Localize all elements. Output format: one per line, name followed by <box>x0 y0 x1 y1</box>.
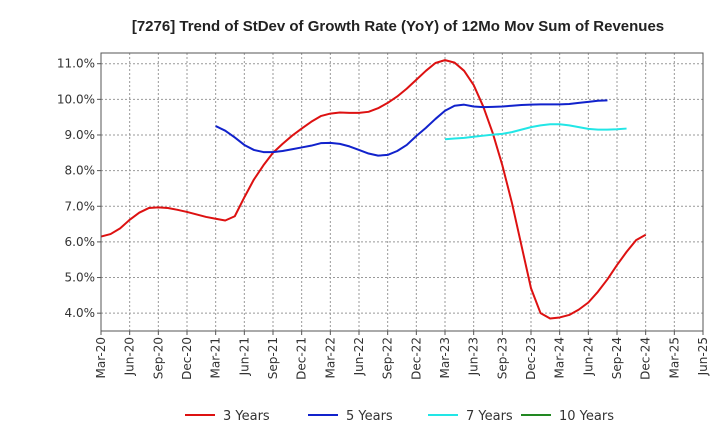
legend-label: 5 Years <box>346 409 393 424</box>
plot-frame <box>100 52 704 332</box>
y-tick-label: 8.0% <box>65 164 96 178</box>
y-tick-label: 7.0% <box>65 199 96 213</box>
series-line-5-years <box>215 99 608 157</box>
x-tick-label: Sep-22 <box>381 337 395 379</box>
x-tick-label: Dec-24 <box>639 337 653 380</box>
x-tick-label: Mar-24 <box>553 337 567 378</box>
x-tick-label: Jun-24 <box>581 337 595 376</box>
x-tick-label: Jun-25 <box>696 337 710 376</box>
x-tick-label: Sep-20 <box>151 337 165 379</box>
legend: 3 Years 5 Years 7 Years 10 Years <box>185 409 614 424</box>
y-tick-label: 10.0% <box>57 92 95 106</box>
x-tick-label: Mar-21 <box>209 337 223 378</box>
x-tick-label: Jun-20 <box>123 337 137 376</box>
y-tick-label: 5.0% <box>65 271 96 285</box>
y-tick-label: 9.0% <box>65 128 96 142</box>
x-tick-label: Sep-21 <box>266 337 280 379</box>
x-tick-label: Dec-22 <box>409 337 423 380</box>
x-tick-label: Dec-23 <box>524 337 538 380</box>
x-tick-label: Mar-20 <box>94 337 108 378</box>
series-line-3-years <box>100 59 647 320</box>
chart-title: [7276] Trend of StDev of Growth Rate (Yo… <box>132 18 664 35</box>
y-axis-ticks: 4.0% 5.0% 6.0% 7.0% 8.0% 9.0% 10.0% 11.0% <box>57 57 101 320</box>
x-tick-label: Jun-22 <box>352 337 366 376</box>
y-tick-label: 4.0% <box>65 306 96 320</box>
x-tick-label: Sep-23 <box>495 337 509 379</box>
x-tick-label: Mar-23 <box>438 337 452 378</box>
x-tick-label: Jun-21 <box>237 337 251 376</box>
x-tick-label: Sep-24 <box>610 337 624 379</box>
series-lines <box>100 59 647 320</box>
x-tick-label: Jun-23 <box>467 337 481 376</box>
legend-label: 7 Years <box>466 409 513 424</box>
x-tick-label: Mar-22 <box>323 337 337 378</box>
legend-label: 3 Years <box>223 409 270 424</box>
x-tick-label: Dec-21 <box>295 337 309 380</box>
x-tick-label: Dec-20 <box>180 337 194 380</box>
legend-label: 10 Years <box>559 409 614 424</box>
y-tick-label: 11.0% <box>57 57 95 71</box>
x-tick-label: Mar-25 <box>667 337 681 378</box>
y-tick-label: 6.0% <box>65 235 96 249</box>
grid <box>100 53 704 331</box>
x-axis-ticks: Mar-20 Jun-20 Sep-20 Dec-20 Mar-21 Jun-21 Sep-… <box>94 331 710 380</box>
series-line-7-years <box>444 123 627 141</box>
